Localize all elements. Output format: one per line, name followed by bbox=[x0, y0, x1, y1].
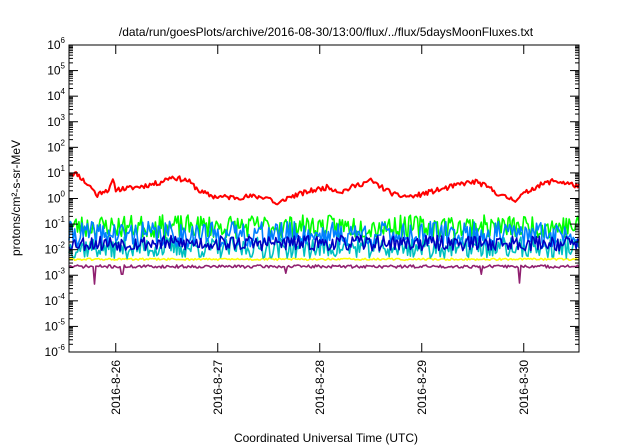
y-tick-label: 103 bbox=[47, 113, 65, 129]
x-tick-label: 2016-8-26 bbox=[109, 360, 123, 415]
y-tick-label: 104 bbox=[47, 87, 65, 103]
x-tick-label: 2016-8-28 bbox=[313, 360, 327, 415]
x-tick-label: 2016-8-27 bbox=[211, 360, 225, 415]
series-line bbox=[68, 257, 580, 262]
y-tick-label: 10-1 bbox=[45, 215, 66, 231]
chart-title: /data/run/goesPlots/archive/2016-08-30/1… bbox=[119, 25, 534, 39]
x-axis: 2016-8-26 2016-8-27 2016-8-28 2016-8-29 2016… bbox=[109, 45, 531, 415]
y-tick-label: 102 bbox=[47, 138, 65, 154]
x-axis-label: Coordinated Universal Time (UTC) bbox=[234, 431, 418, 445]
series-line bbox=[68, 171, 580, 206]
series-layer bbox=[68, 171, 580, 285]
series-line bbox=[68, 234, 580, 252]
x-tick-label: 2016-8-29 bbox=[415, 360, 429, 415]
series-line bbox=[68, 264, 580, 285]
y-tick-label: 100 bbox=[47, 190, 65, 206]
y-tick-label: 105 bbox=[47, 62, 65, 78]
y-tick-label: 10-5 bbox=[45, 317, 66, 333]
y-tick-label: 10-3 bbox=[45, 266, 66, 282]
y-tick-label: 10-2 bbox=[45, 241, 66, 257]
y-axis: 10-6 10-5 10-4 10-3 10-2 10-1 100 101 102 103 104 1… bbox=[45, 36, 579, 359]
x-tick-label: 2016-8-30 bbox=[517, 360, 531, 415]
y-tick-label: 106 bbox=[47, 36, 65, 52]
series-line bbox=[68, 220, 580, 248]
y-axis-label: protons/cm²-s-sr-MeV bbox=[9, 140, 23, 256]
y-tick-label: 10-4 bbox=[45, 292, 66, 308]
y-tick-label: 101 bbox=[47, 164, 65, 180]
y-tick-label: 10-6 bbox=[45, 343, 66, 359]
plot-frame bbox=[68, 44, 580, 353]
